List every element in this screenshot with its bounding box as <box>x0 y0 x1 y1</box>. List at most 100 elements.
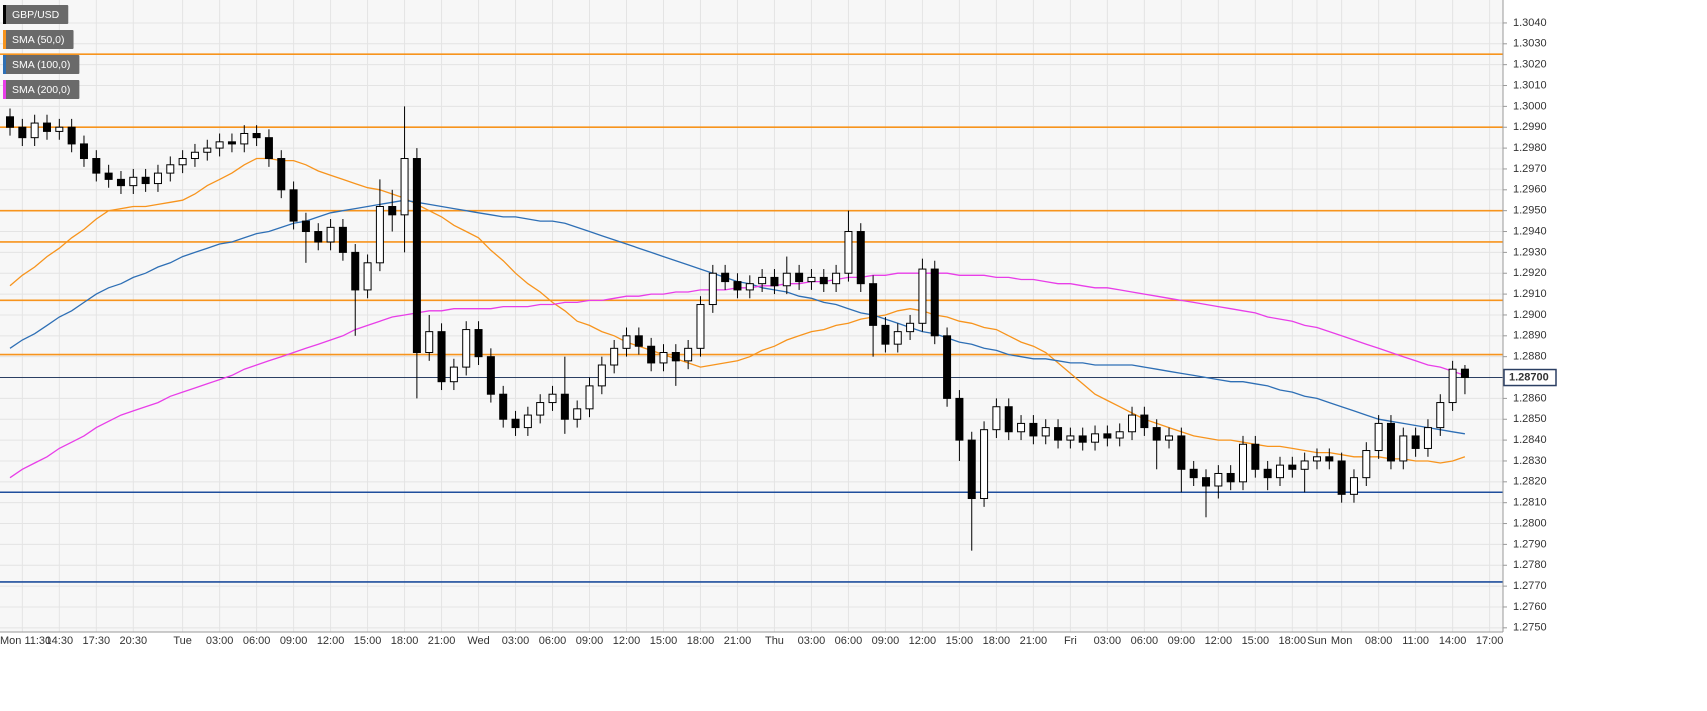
candle-body <box>1362 450 1371 479</box>
x-tick-label: 09:00 <box>1168 635 1196 647</box>
candle-body <box>79 143 88 160</box>
x-tick-label: 03:00 <box>206 635 234 647</box>
candle-body <box>906 322 915 333</box>
y-tick-label: 1.2770 <box>1513 580 1547 592</box>
candle-body <box>178 158 187 166</box>
x-tick-label: 21:00 <box>428 635 456 647</box>
x-tick-label: 11:00 <box>1402 635 1429 647</box>
candle-body <box>190 151 199 160</box>
marks <box>6 106 1469 551</box>
candle-body <box>548 393 557 404</box>
y-tick-label: 1.2790 <box>1513 538 1547 550</box>
candle-body <box>1325 456 1334 462</box>
candle-body <box>1399 435 1408 462</box>
candle-body <box>92 158 101 174</box>
candle-body <box>807 276 816 283</box>
y-tick-label: 1.2810 <box>1513 497 1547 509</box>
y-tick-label: 1.2900 <box>1513 309 1547 321</box>
candle-body <box>326 226 335 243</box>
candle-body <box>1091 433 1100 443</box>
legend-swatch <box>3 80 6 99</box>
x-tick-label: Sun <box>1307 635 1327 647</box>
y-tick-label: 1.2910 <box>1513 288 1547 300</box>
candle-body <box>1349 477 1358 495</box>
candle-body <box>1017 422 1026 433</box>
candle-body <box>893 331 902 345</box>
candle-body <box>18 126 27 139</box>
levels <box>0 53 1503 583</box>
x-tick-label: Mon <box>1331 635 1352 647</box>
x-tick-label: 15:00 <box>946 635 974 647</box>
candle-body <box>129 176 138 187</box>
candle-body <box>795 272 804 283</box>
x-tick-label: 20:30 <box>120 635 148 647</box>
candle-body <box>264 137 273 160</box>
candle-body <box>42 122 51 132</box>
candle-body <box>1066 435 1075 441</box>
candle-body <box>930 268 939 337</box>
candle-body <box>1128 414 1137 433</box>
candle-body <box>585 385 594 410</box>
y-tick-label: 1.2940 <box>1513 225 1547 237</box>
candle-body <box>388 205 397 216</box>
candle-body <box>141 176 150 185</box>
y-tick-label: 1.2850 <box>1513 413 1547 425</box>
candle-body <box>1177 435 1186 470</box>
candle-body <box>770 276 779 287</box>
legend-swatch <box>3 5 6 24</box>
legend-label: GBP/USD <box>12 9 60 21</box>
candle-body <box>992 406 1001 431</box>
x-tick-label: Thu <box>765 635 784 647</box>
x-tick-label: 14:00 <box>1439 635 1467 647</box>
candle-body <box>1386 422 1395 462</box>
candle-body <box>166 164 175 174</box>
candle-body <box>240 132 249 145</box>
y-tick-label: 1.2840 <box>1513 434 1547 446</box>
candle-body <box>573 408 582 420</box>
legend-item: SMA (50,0) <box>3 30 74 49</box>
candle-body <box>437 331 446 383</box>
y-tick-label: 1.2990 <box>1513 121 1547 133</box>
candle-body <box>227 141 236 145</box>
candle-body <box>55 126 64 132</box>
candle-body <box>1288 464 1297 470</box>
candle-body <box>622 335 631 349</box>
candle-body <box>252 132 261 139</box>
x-tick-label: 09:00 <box>576 635 604 647</box>
x-tick-label: 12:00 <box>1205 635 1233 647</box>
legend-box <box>3 5 69 24</box>
x-tick-label: Fri <box>1064 635 1077 647</box>
y-tick-label: 1.3030 <box>1513 38 1547 50</box>
candle-body <box>1251 443 1260 470</box>
candle-body <box>832 272 841 285</box>
legend-swatch <box>3 30 6 49</box>
candle-body <box>400 158 409 216</box>
x-tick-label: 15:00 <box>354 635 382 647</box>
legend-label: SMA (100,0) <box>12 59 70 71</box>
candle-body <box>1054 427 1063 441</box>
x-tick-label: 18:00 <box>687 635 715 647</box>
y-tick-label: 1.2780 <box>1513 559 1547 571</box>
candle-body <box>1165 435 1174 441</box>
candle-body <box>1239 443 1247 483</box>
candle-body <box>733 281 742 291</box>
x-tick-label: 15:00 <box>1242 635 1270 647</box>
candle-body <box>116 178 125 187</box>
candle-body <box>1214 472 1223 487</box>
candle-body <box>536 402 545 416</box>
candle-body <box>560 393 569 420</box>
candle-body <box>104 172 113 180</box>
legend-item: SMA (100,0) <box>3 55 80 74</box>
candle-body <box>980 429 989 500</box>
y-tick-label: 1.2980 <box>1513 142 1547 154</box>
x-tick-label: 18:00 <box>1279 635 1307 647</box>
candle-body <box>1226 472 1235 483</box>
y-tick-label: 1.3000 <box>1513 100 1547 112</box>
candle-body <box>1202 477 1211 487</box>
legend-label: SMA (200,0) <box>12 84 70 96</box>
candle-body <box>289 189 298 222</box>
candle-body <box>597 364 606 387</box>
candle-body <box>684 347 693 362</box>
candle-body <box>782 272 791 287</box>
